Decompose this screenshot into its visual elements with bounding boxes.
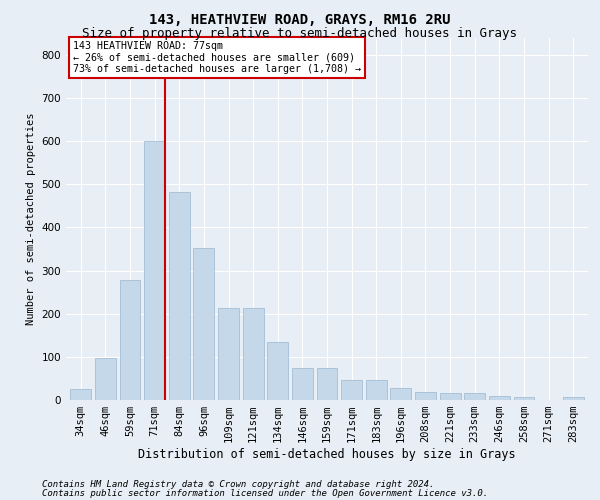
- Bar: [169, 192, 190, 400]
- Bar: [391, 388, 412, 400]
- Bar: [292, 368, 313, 400]
- Bar: [341, 380, 362, 400]
- Y-axis label: Number of semi-detached properties: Number of semi-detached properties: [26, 112, 36, 325]
- Bar: [218, 308, 239, 400]
- X-axis label: Distribution of semi-detached houses by size in Grays: Distribution of semi-detached houses by …: [138, 448, 516, 461]
- Text: 143 HEATHVIEW ROAD: 77sqm
← 26% of semi-detached houses are smaller (609)
73% of: 143 HEATHVIEW ROAD: 77sqm ← 26% of semi-…: [73, 41, 361, 74]
- Bar: [440, 392, 461, 400]
- Bar: [95, 358, 116, 400]
- Text: Size of property relative to semi-detached houses in Grays: Size of property relative to semi-detach…: [83, 28, 517, 40]
- Text: Contains public sector information licensed under the Open Government Licence v3: Contains public sector information licen…: [42, 488, 488, 498]
- Bar: [514, 397, 535, 400]
- Bar: [415, 392, 436, 400]
- Text: 143, HEATHVIEW ROAD, GRAYS, RM16 2RU: 143, HEATHVIEW ROAD, GRAYS, RM16 2RU: [149, 12, 451, 26]
- Text: Contains HM Land Registry data © Crown copyright and database right 2024.: Contains HM Land Registry data © Crown c…: [42, 480, 434, 489]
- Bar: [366, 380, 387, 400]
- Bar: [489, 396, 510, 400]
- Bar: [563, 397, 584, 400]
- Bar: [144, 140, 165, 400]
- Bar: [70, 389, 91, 400]
- Bar: [464, 392, 485, 400]
- Bar: [242, 308, 263, 400]
- Bar: [119, 280, 140, 400]
- Bar: [267, 342, 288, 400]
- Bar: [193, 248, 214, 400]
- Bar: [317, 368, 337, 400]
